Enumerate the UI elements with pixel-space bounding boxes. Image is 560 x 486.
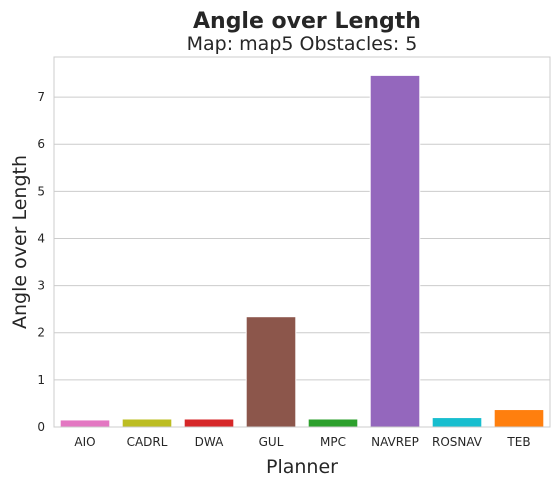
x-tick-label: DWA [195,435,224,449]
plot-frame [53,56,551,428]
bars [59,74,545,428]
y-tick-label: 0 [37,420,45,434]
y-tick-label: 1 [37,373,45,387]
x-tick-label: TEB [506,435,530,449]
bar-gul [245,316,297,428]
y-tick-label: 7 [37,90,45,104]
y-tick-label: 2 [37,326,45,340]
chart-subtitle: Map: map5 Obstacles: 5 [187,33,418,55]
bar-aio [59,419,111,428]
x-tick-label: ROSNAV [432,435,483,449]
bar-teb [493,409,545,428]
x-tick-label: NAVREP [371,435,419,449]
bar-navrep [369,74,421,428]
y-tick-label: 5 [37,184,45,198]
gridlines [54,96,550,428]
x-tick-labels: AIO CADRL DWA GUL MPC NAVREP ROSNAV TEB [74,435,530,449]
y-axis-label: Angle over Length [9,155,31,329]
chart-title: Angle over Length [193,9,421,34]
y-tick-label: 4 [37,231,45,245]
y-tick-label: 3 [37,279,45,293]
y-tick-labels: 0 1 2 3 4 5 6 7 [37,90,45,434]
bar-dwa [183,418,235,428]
x-tick-label: CADRL [127,435,168,449]
x-axis-label: Planner [266,456,338,478]
x-tick-label: AIO [74,435,95,449]
x-tick-label: MPC [320,435,346,449]
y-tick-label: 6 [37,137,45,151]
bar-cadrl [121,418,173,428]
bar-rosnav [431,417,483,428]
bar-mpc [307,418,359,428]
x-tick-label: GUL [259,435,284,449]
